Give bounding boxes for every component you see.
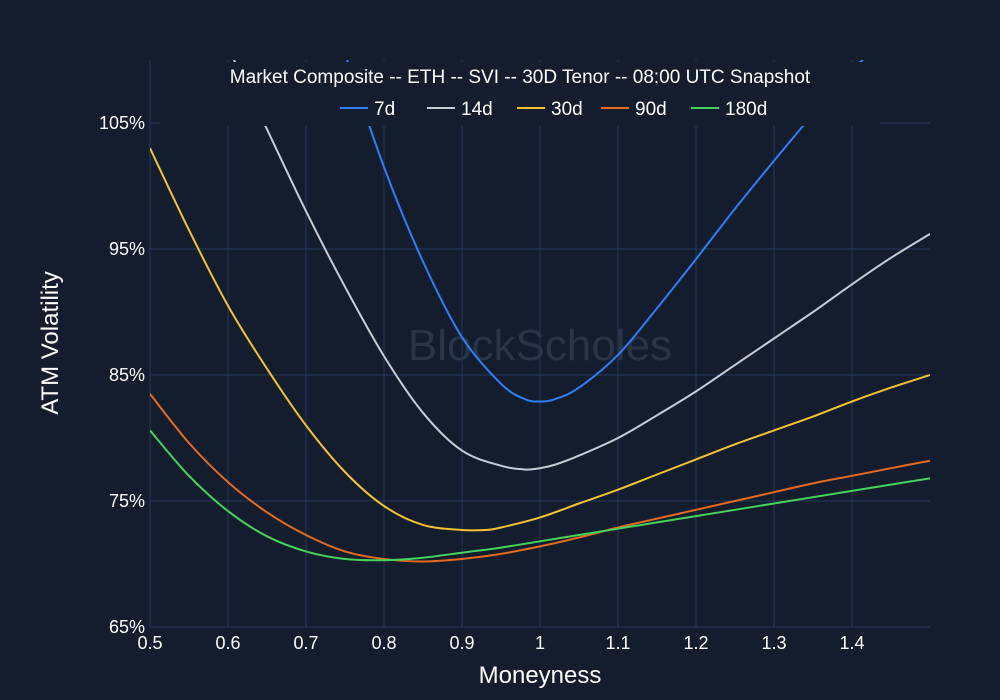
series-line-14d — [232, 60, 930, 471]
y-tick-label: 75% — [109, 491, 145, 511]
legend-label: 180d — [725, 99, 767, 120]
series-line-90d — [150, 393, 930, 563]
legend-label: 7d — [374, 99, 395, 120]
legend-label: 90d — [635, 99, 667, 120]
watermark: BlockScholes — [408, 321, 672, 370]
legend: 7d 14d 30d 90d 180d — [340, 99, 767, 120]
x-tick-label: 1 — [535, 633, 545, 653]
x-tick-label: 1.1 — [605, 633, 630, 653]
y-tick-label: 65% — [109, 617, 145, 637]
y-tick-label: 105% — [99, 113, 145, 133]
y-axis: 65% 75% 85% 95% 105% — [99, 113, 145, 637]
grid — [149, 60, 930, 628]
plot-area — [150, 60, 930, 563]
x-axis: 0.5 0.6 0.7 0.8 0.9 1 1.1 1.2 1.3 1.4 — [137, 633, 864, 653]
legend-item-30d[interactable]: 30d — [517, 99, 583, 120]
x-tick-label: 0.9 — [449, 633, 474, 653]
legend-label: 14d — [461, 99, 493, 120]
series-line-7d — [346, 60, 864, 403]
series-line-30d — [150, 147, 930, 532]
legend-item-90d[interactable]: 90d — [601, 99, 667, 120]
x-tick-label: 0.8 — [371, 633, 396, 653]
legend-background — [160, 62, 880, 126]
x-tick-label: 0.5 — [137, 633, 162, 653]
x-tick-label: 1.4 — [839, 633, 864, 653]
legend-item-180d[interactable]: 180d — [691, 99, 767, 120]
x-tick-label: 0.6 — [215, 633, 240, 653]
x-tick-label: 1.2 — [683, 633, 708, 653]
x-tick-label: 1.3 — [761, 633, 786, 653]
y-tick-label: 85% — [109, 365, 145, 385]
chart-title: Market Composite -- ETH -- SVI -- 30D Te… — [230, 67, 811, 88]
y-tick-label: 95% — [109, 239, 145, 259]
y-axis-title: ATM Volatility — [37, 271, 64, 415]
x-axis-title: Moneyness — [479, 662, 602, 689]
legend-item-7d[interactable]: 7d — [340, 99, 395, 120]
legend-label: 30d — [551, 99, 583, 120]
x-tick-label: 0.7 — [293, 633, 318, 653]
series-line-180d — [150, 429, 930, 562]
legend-item-14d[interactable]: 14d — [427, 99, 493, 120]
